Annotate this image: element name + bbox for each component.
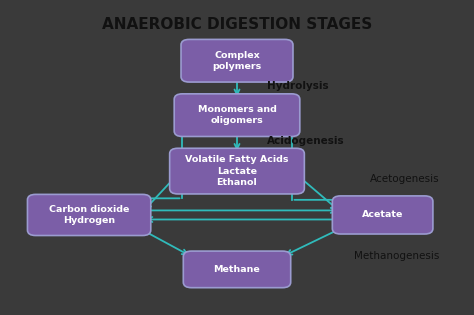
- FancyBboxPatch shape: [181, 39, 293, 82]
- FancyBboxPatch shape: [183, 251, 291, 288]
- Text: Carbon dioxide
Hydrogen: Carbon dioxide Hydrogen: [49, 205, 129, 225]
- Text: Acetate: Acetate: [362, 210, 403, 220]
- FancyBboxPatch shape: [27, 194, 151, 236]
- FancyBboxPatch shape: [332, 196, 433, 234]
- Text: ANAEROBIC DIGESTION STAGES: ANAEROBIC DIGESTION STAGES: [102, 17, 372, 32]
- Text: Methane: Methane: [214, 265, 260, 274]
- Text: Methanogenesis: Methanogenesis: [354, 251, 439, 261]
- FancyBboxPatch shape: [170, 148, 304, 194]
- Text: Acetogenesis: Acetogenesis: [370, 174, 439, 184]
- Text: Acidogenesis: Acidogenesis: [266, 136, 344, 146]
- Text: Volatile Fatty Acids
Lactate
Ethanol: Volatile Fatty Acids Lactate Ethanol: [185, 155, 289, 187]
- Text: Complex
polymers: Complex polymers: [212, 50, 262, 71]
- FancyBboxPatch shape: [174, 94, 300, 136]
- Text: Monomers and
oligomers: Monomers and oligomers: [198, 105, 276, 125]
- Text: Hydrolysis: Hydrolysis: [266, 81, 328, 91]
